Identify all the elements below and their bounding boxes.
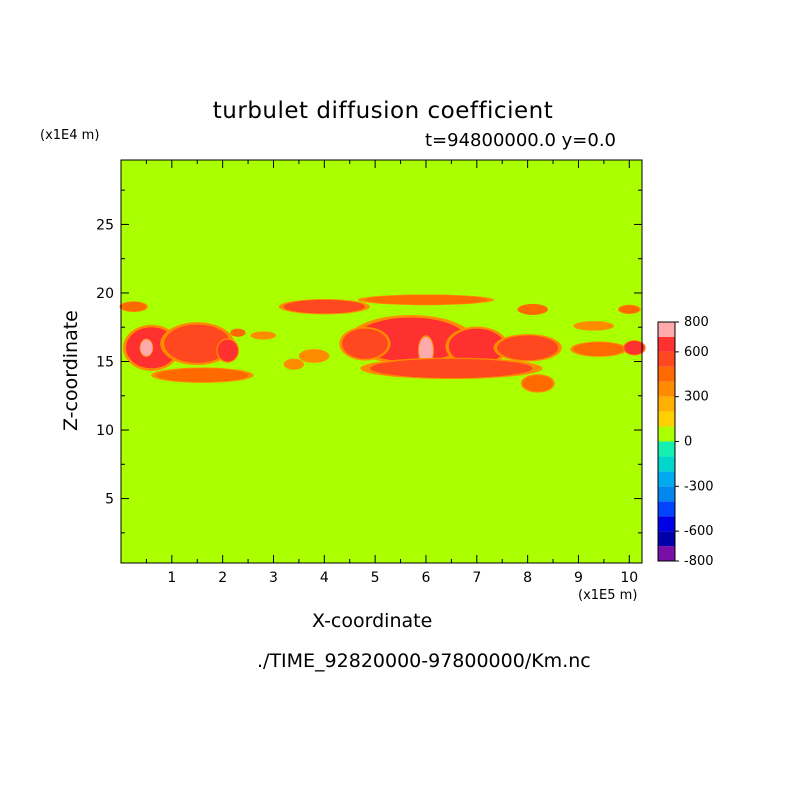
y-tick-label: 20	[96, 286, 114, 302]
colorbar-segment	[658, 501, 675, 517]
contour-blob	[283, 358, 304, 370]
x-tick-label: 8	[523, 570, 532, 586]
contour-blob	[156, 368, 249, 383]
colorbar-segment	[658, 322, 675, 337]
colorbar-segment	[658, 366, 675, 382]
colorbar-label: 600	[684, 345, 709, 360]
file-path: ./TIME_92820000-97800000/Km.nc	[257, 650, 591, 672]
x-axis-unit: (x1E5 m)	[578, 588, 638, 603]
contour-blob	[121, 301, 147, 312]
colorbar-segment	[658, 546, 675, 561]
y-tick-label: 5	[105, 492, 114, 508]
contour-blob	[517, 303, 548, 315]
contour-blob	[522, 375, 554, 392]
z-axis-unit: (x1E4 m)	[40, 128, 100, 143]
colorbar-segment	[658, 471, 675, 487]
colorbar-label: 0	[684, 435, 692, 450]
contour-blob	[140, 339, 153, 357]
colorbar-label: -600	[684, 524, 714, 539]
chart-title: turbulet diffusion coefficient	[212, 98, 554, 124]
contour-blob	[298, 349, 330, 363]
colorbar-label: 300	[684, 390, 709, 405]
contour-blob	[250, 331, 277, 340]
chart-subtitle: t=94800000.0 y=0.0	[425, 130, 617, 151]
contour-blob	[619, 305, 640, 314]
contour-blob	[164, 324, 231, 363]
colorbar-segment	[658, 441, 675, 457]
colorbar-label: -300	[684, 479, 714, 494]
colorbar-segment	[658, 351, 675, 367]
y-tick-label: 25	[96, 217, 114, 233]
contour-blob	[370, 358, 533, 378]
contour-blob	[283, 299, 365, 314]
colorbar-segment	[658, 426, 675, 442]
colorbar-segment	[658, 336, 675, 352]
x-tick-label: 9	[574, 570, 583, 586]
colorbar-segment	[658, 381, 675, 397]
x-tick-label: 5	[371, 570, 380, 586]
colorbar-segment	[658, 516, 675, 532]
colorbar-segment	[658, 411, 675, 427]
contour-blob	[418, 336, 434, 365]
colorbar-segment	[658, 486, 675, 502]
contour-blob	[497, 335, 559, 361]
x-tick-label: 6	[422, 570, 431, 586]
x-axis-label: X-coordinate	[312, 610, 433, 632]
colorbar-segment	[658, 531, 675, 547]
contour-blob	[342, 328, 388, 359]
contour-blob	[364, 295, 487, 305]
contour-blob	[448, 328, 505, 365]
x-tick-label: 1	[167, 570, 176, 586]
colorbar-label: -800	[684, 554, 714, 569]
y-tick-label: 10	[96, 423, 114, 439]
x-tick-label: 7	[472, 570, 481, 586]
contour-blob	[230, 328, 246, 337]
colorbar-segment	[658, 456, 675, 472]
y-tick-label: 15	[96, 355, 114, 371]
x-tick-label: 2	[218, 570, 227, 586]
contour-blob	[573, 321, 615, 331]
contour-blob	[573, 342, 625, 357]
x-tick-label: 4	[320, 570, 329, 586]
colorbar-segment	[658, 396, 675, 412]
contour-blob	[624, 340, 645, 355]
x-tick-label: 3	[269, 570, 278, 586]
colorbar-label: 800	[684, 315, 709, 330]
contour-blob	[217, 339, 238, 362]
x-tick-label: 10	[620, 570, 638, 586]
